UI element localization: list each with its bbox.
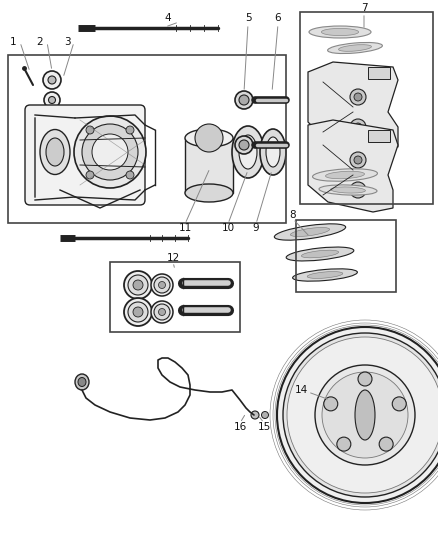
Ellipse shape (185, 129, 233, 147)
Ellipse shape (313, 169, 378, 181)
Circle shape (43, 71, 61, 89)
Ellipse shape (235, 136, 253, 154)
Circle shape (44, 92, 60, 108)
Ellipse shape (159, 281, 166, 288)
Circle shape (48, 76, 56, 84)
Ellipse shape (286, 247, 354, 261)
Text: 11: 11 (178, 223, 192, 233)
Circle shape (195, 124, 223, 152)
Circle shape (337, 437, 351, 451)
Ellipse shape (325, 171, 364, 179)
Ellipse shape (261, 411, 268, 418)
Ellipse shape (239, 140, 249, 150)
Bar (185, 138, 233, 193)
Ellipse shape (321, 28, 359, 36)
Ellipse shape (293, 269, 357, 281)
Circle shape (126, 171, 134, 179)
Ellipse shape (74, 116, 146, 188)
Polygon shape (308, 62, 398, 152)
Ellipse shape (133, 307, 143, 317)
Ellipse shape (283, 333, 438, 497)
Ellipse shape (287, 337, 438, 493)
Ellipse shape (266, 137, 280, 167)
Ellipse shape (92, 134, 128, 170)
Ellipse shape (159, 309, 166, 316)
Text: 1: 1 (10, 37, 16, 47)
Circle shape (354, 123, 362, 131)
Circle shape (86, 126, 94, 134)
Ellipse shape (78, 377, 86, 386)
Bar (8, 55, 286, 223)
Ellipse shape (277, 327, 438, 503)
Circle shape (358, 372, 372, 386)
Circle shape (350, 152, 366, 168)
Ellipse shape (239, 95, 249, 105)
Circle shape (350, 89, 366, 105)
Text: 2: 2 (37, 37, 43, 47)
Bar (110, 262, 240, 332)
Text: 15: 15 (258, 422, 271, 432)
Ellipse shape (185, 184, 233, 202)
Text: 9: 9 (253, 223, 259, 233)
Ellipse shape (251, 411, 259, 419)
Text: 5: 5 (245, 13, 251, 23)
Circle shape (354, 93, 362, 101)
Ellipse shape (46, 138, 64, 166)
Text: 14: 14 (294, 385, 307, 395)
Circle shape (350, 182, 366, 198)
Ellipse shape (328, 43, 382, 53)
Bar (368, 130, 390, 142)
Ellipse shape (331, 187, 365, 193)
Circle shape (126, 126, 134, 134)
Ellipse shape (301, 250, 339, 258)
Ellipse shape (232, 126, 264, 178)
Ellipse shape (124, 271, 152, 299)
Ellipse shape (40, 130, 70, 174)
Ellipse shape (290, 228, 330, 237)
Ellipse shape (260, 129, 286, 175)
Ellipse shape (154, 304, 170, 320)
Circle shape (354, 186, 362, 194)
Circle shape (86, 171, 94, 179)
Text: 3: 3 (64, 37, 71, 47)
Circle shape (324, 397, 338, 411)
Ellipse shape (307, 272, 343, 278)
Ellipse shape (235, 91, 253, 109)
Text: 4: 4 (165, 13, 171, 23)
Bar (368, 67, 390, 79)
Circle shape (379, 437, 393, 451)
Text: 6: 6 (275, 13, 281, 23)
Ellipse shape (339, 45, 371, 51)
Circle shape (49, 96, 56, 103)
Ellipse shape (133, 280, 143, 290)
Ellipse shape (274, 224, 346, 240)
Ellipse shape (151, 274, 173, 296)
Ellipse shape (309, 26, 371, 38)
Text: 16: 16 (233, 422, 247, 432)
Text: 7: 7 (360, 3, 367, 13)
Bar (300, 12, 433, 204)
Bar (296, 220, 396, 292)
Ellipse shape (319, 185, 377, 195)
Ellipse shape (154, 277, 170, 293)
FancyBboxPatch shape (25, 105, 145, 205)
Ellipse shape (151, 301, 173, 323)
Ellipse shape (355, 390, 375, 440)
Text: 10: 10 (222, 223, 235, 233)
Circle shape (392, 397, 406, 411)
Ellipse shape (128, 302, 148, 322)
Polygon shape (308, 120, 398, 212)
Ellipse shape (128, 275, 148, 295)
Ellipse shape (75, 374, 89, 390)
Circle shape (354, 156, 362, 164)
Ellipse shape (322, 372, 408, 458)
Text: 12: 12 (166, 253, 180, 263)
Ellipse shape (82, 124, 138, 180)
Ellipse shape (124, 298, 152, 326)
Ellipse shape (239, 135, 257, 169)
Text: 8: 8 (290, 210, 297, 220)
Circle shape (350, 119, 366, 135)
Ellipse shape (315, 365, 415, 465)
